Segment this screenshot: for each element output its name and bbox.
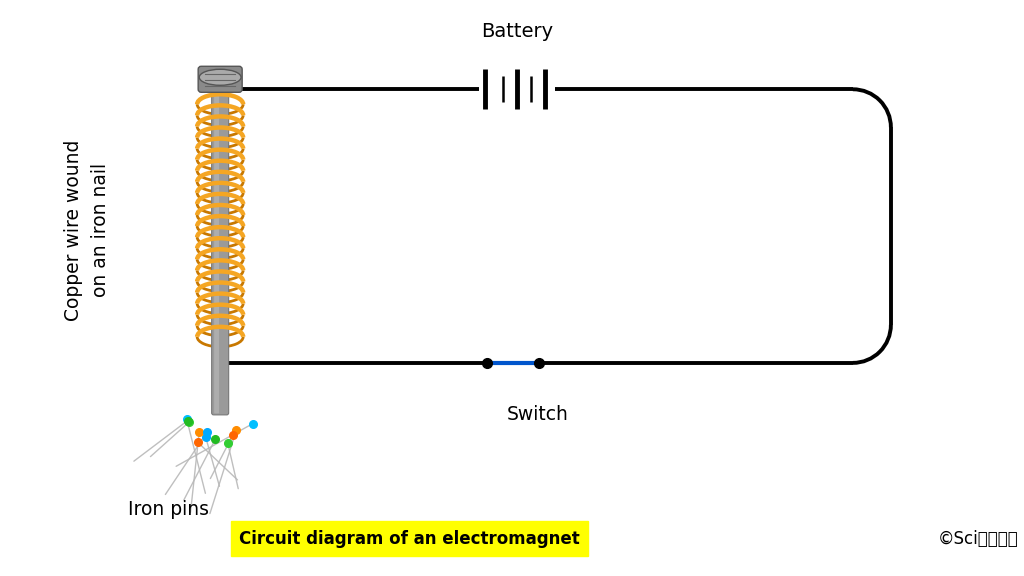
- Text: ©Sciक्षक: ©Sciक्षक: [938, 529, 1018, 548]
- Ellipse shape: [200, 69, 241, 85]
- Text: Battery: Battery: [481, 22, 553, 41]
- Text: Switch: Switch: [507, 406, 568, 424]
- Text: Circuit diagram of an electromagnet: Circuit diagram of an electromagnet: [240, 529, 580, 548]
- FancyBboxPatch shape: [199, 66, 242, 92]
- Text: Iron pins: Iron pins: [128, 501, 210, 519]
- Text: Copper wire wound
on an iron nail: Copper wire wound on an iron nail: [65, 140, 110, 321]
- FancyBboxPatch shape: [212, 88, 228, 415]
- FancyBboxPatch shape: [214, 89, 219, 414]
